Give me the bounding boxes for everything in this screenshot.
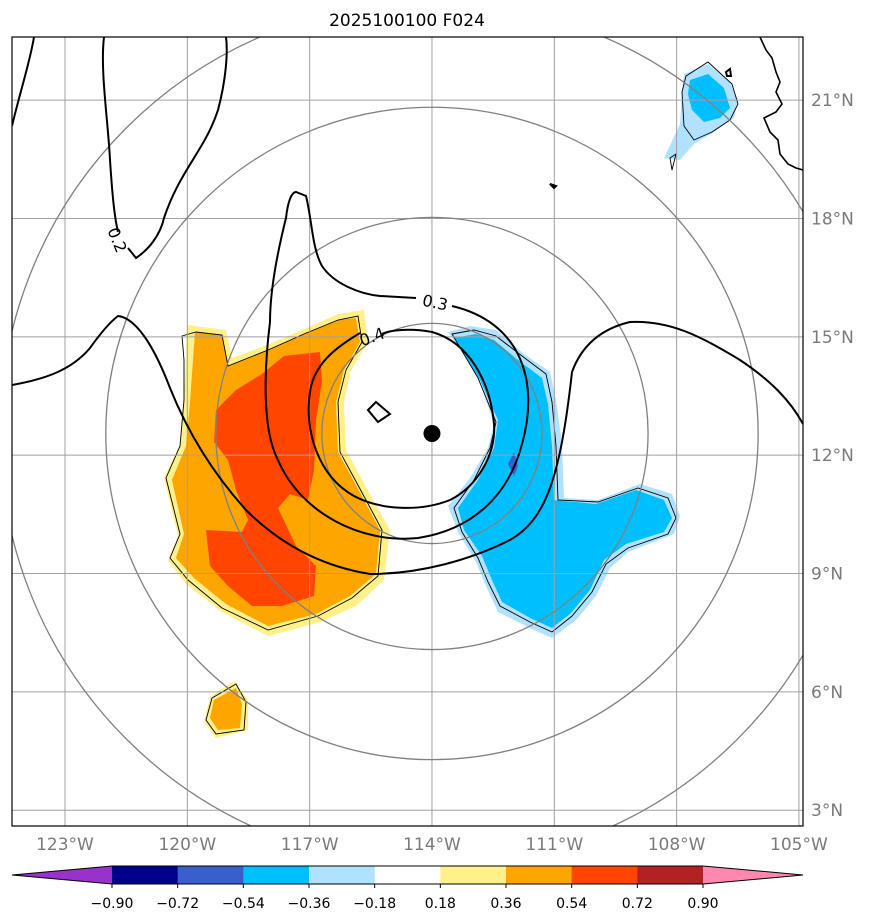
contour-0.2-b [101, 37, 228, 260]
colorbar-tick-label: 0.90 [687, 896, 718, 912]
coastline-path [759, 37, 803, 171]
colorbar: −0.90 −0.72 −0.54 −0.36 −0.18 0.18 0.36 0.54 0.7… [11, 865, 804, 912]
y-tick-label: 3°N [811, 801, 843, 821]
colorbar-segment [177, 866, 244, 884]
negative-main [454, 334, 672, 628]
range-ring [105, 106, 759, 761]
colorbar-segment [637, 866, 704, 884]
range-ring [321, 322, 543, 545]
x-tick-label: 114°W [403, 835, 461, 855]
positive-outline [165, 315, 383, 631]
colorbar-tick-label: 0.54 [556, 896, 587, 912]
colorbar-tick-label: 0.72 [622, 896, 653, 912]
positive-small-orange [210, 688, 242, 730]
colorbar-segment [243, 866, 310, 884]
map-frame [11, 36, 804, 827]
y-tick-label: 21°N [811, 91, 854, 111]
x-tick-label: 120°W [158, 835, 216, 855]
map-area [12, 37, 803, 826]
contour-label-0.3: 0.3 [421, 291, 450, 315]
colorbar-tick-label: −0.18 [353, 896, 396, 912]
negative-outline [451, 329, 677, 633]
storm-center-marker [423, 424, 441, 442]
colorbar-segment [440, 866, 507, 884]
x-tick-label: 108°W [648, 835, 706, 855]
y-tick-label: 15°N [811, 328, 854, 348]
x-tick-labels: 123°W 120°W 117°W 114°W 111°W 108°W 105°W [36, 835, 828, 855]
contour-small-ne [549, 67, 733, 190]
colorbar-tick-label: −0.90 [91, 896, 134, 912]
colorbar-tick-label: −0.36 [288, 896, 331, 912]
negative-ne-outline [681, 61, 739, 141]
colorbar-segment [374, 866, 441, 884]
contour-0.3 [264, 190, 530, 540]
contour-label-0.2: 0.2 [104, 225, 131, 256]
colorbar-tick-label: −0.54 [222, 896, 265, 912]
colorbar-extend-high [703, 866, 803, 884]
colorbar-tick-label: 0.36 [490, 896, 521, 912]
colorbar-segment [506, 866, 573, 884]
contour-0.2-c [12, 314, 803, 576]
contour-0.2-a [12, 37, 35, 127]
y-tick-label: 18°N [811, 209, 854, 229]
range-ring [215, 216, 649, 651]
thin-outlines [165, 61, 739, 735]
contour-small-box [366, 400, 392, 424]
y-tick-labels: 3°N 6°N 9°N 12°N 15°N 18°N 21°N [811, 91, 854, 821]
gridlines [12, 37, 803, 826]
contour-0.4 [307, 328, 496, 509]
colorbar-tick-label: −0.72 [156, 896, 199, 912]
y-tick-label: 6°N [811, 683, 843, 703]
colorbar-tick-label: 0.18 [425, 896, 456, 912]
y-tick-label: 9°N [811, 565, 843, 585]
negative-dark-spot [508, 452, 518, 476]
colorbar-segment [571, 866, 638, 884]
negative-ne-tail [669, 152, 677, 171]
x-tick-label: 105°W [770, 835, 828, 855]
coastline [759, 37, 803, 171]
contour-lines [12, 37, 803, 576]
positive-red [206, 352, 322, 606]
positive-small-outline [205, 683, 247, 735]
x-tick-label: 117°W [281, 835, 339, 855]
range-rings [12, 37, 803, 826]
colorbar-extend-low [12, 866, 112, 884]
colorbar-segment [112, 866, 179, 884]
chart-title: 2025100100 F024 [329, 11, 485, 31]
x-tick-label: 111°W [525, 835, 583, 855]
colorbar-segment [309, 866, 376, 884]
y-tick-label: 12°N [811, 446, 854, 466]
positive-anomaly-fill [164, 310, 390, 738]
x-tick-label: 123°W [36, 835, 94, 855]
